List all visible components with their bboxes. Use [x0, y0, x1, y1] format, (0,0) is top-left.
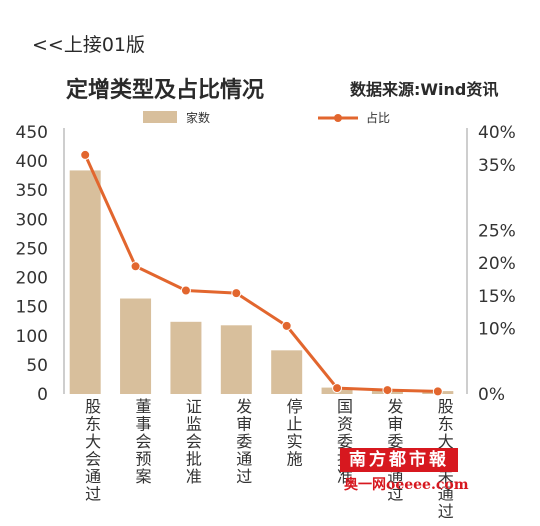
line-series: [80, 149, 443, 397]
right-tick-label: 20%: [478, 254, 516, 274]
x-tick-label: 股东大会通过: [85, 397, 101, 504]
left-tick-label: 50: [26, 356, 48, 376]
bar: [220, 325, 252, 394]
left-tick-label: 400: [16, 152, 48, 172]
source-note: 数据来源:Wind资讯: [350, 80, 499, 99]
bar: [69, 170, 101, 394]
right-tick-label: 0%: [478, 385, 505, 405]
right-tick-label: 40%: [478, 123, 516, 143]
line-point: [281, 320, 292, 331]
x-tick-label: 国资委批准: [337, 397, 353, 486]
bar: [120, 298, 152, 394]
right-tick-label: 10%: [478, 320, 516, 340]
left-tick-label: 250: [16, 239, 48, 259]
line-point: [382, 385, 393, 396]
legend-swatch-bar: [143, 111, 177, 123]
x-tick-label: 董事会预案: [136, 397, 152, 486]
left-tick-label: 350: [16, 181, 48, 201]
right-tick-label: 25%: [478, 221, 516, 241]
left-tick-label: 200: [16, 269, 48, 289]
bar: [271, 350, 303, 394]
back-link[interactable]: <<上接01版: [32, 34, 146, 56]
newspaper-logo: 南方都市報: [340, 448, 458, 472]
legend-label-line: 占比: [366, 110, 390, 125]
x-tick-label: 发审委通过: [236, 397, 252, 486]
right-axis: 40% 35% 25% 20% 15% 10% 0%: [466, 123, 516, 405]
line-point: [231, 288, 242, 299]
left-tick-label: 150: [16, 298, 48, 318]
x-tick-label: 停止实施: [287, 397, 303, 469]
right-tick-label: 15%: [478, 287, 516, 307]
site-watermark: 奥一网oeeee.com: [344, 477, 469, 493]
right-tick-label: 35%: [478, 156, 516, 176]
x-tick-label: 证监会批准: [186, 397, 202, 486]
left-tick-label: 0: [37, 385, 48, 405]
line-point: [180, 285, 191, 296]
left-axis: 450 400 350 300 250 200 150 100 50 0: [16, 123, 65, 405]
left-tick-label: 450: [16, 123, 48, 143]
bar: [170, 321, 202, 394]
bar-series: [69, 170, 454, 394]
legend-swatch-marker: [334, 114, 342, 122]
left-tick-label: 300: [16, 210, 48, 230]
line-point: [130, 261, 141, 272]
legend-label-bar: 家数: [186, 110, 210, 125]
left-tick-label: 100: [16, 327, 48, 347]
chart-title: 定增类型及占比情况: [66, 78, 265, 103]
line-point: [332, 383, 343, 394]
line-point: [80, 149, 91, 160]
series-line: [83, 154, 438, 393]
line-point: [432, 386, 443, 397]
legend: 家数 占比: [143, 110, 390, 125]
